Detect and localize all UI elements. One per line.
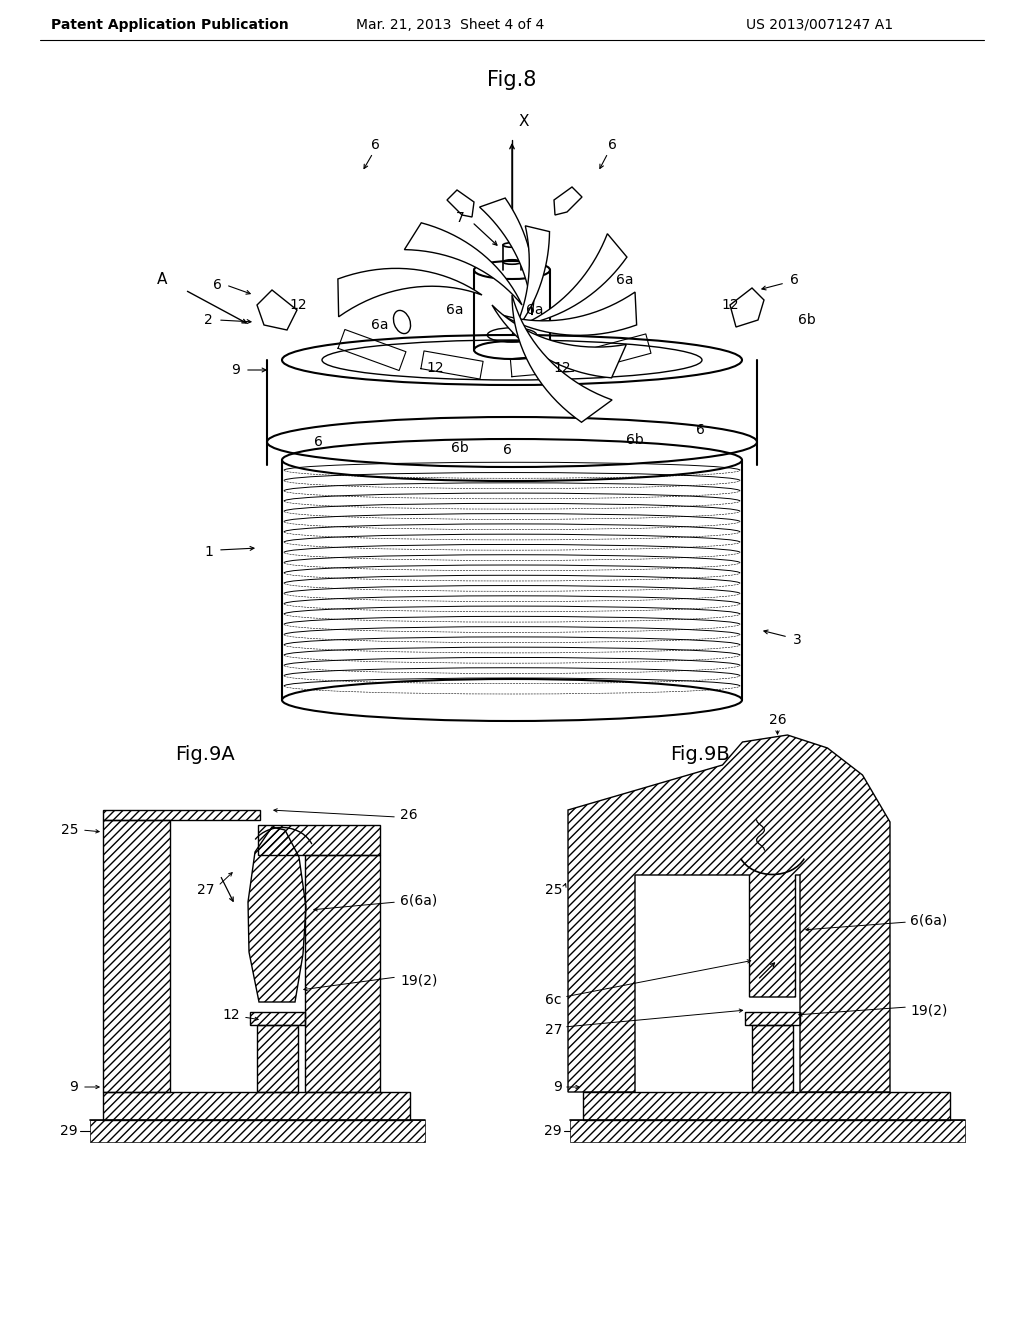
Text: Fig.9A: Fig.9A [175,746,234,764]
Text: 6: 6 [213,279,222,292]
Text: 6: 6 [790,273,799,286]
Text: A: A [157,272,167,288]
Text: 6(6a): 6(6a) [400,894,437,907]
Text: 7: 7 [456,211,464,224]
Bar [583,1092,950,1119]
Polygon shape [554,187,582,215]
Bar [103,820,170,1092]
Text: 6a: 6a [526,304,544,317]
Text: Fig.8: Fig.8 [487,70,537,90]
Bar [752,1026,793,1092]
Text: 6a: 6a [446,304,464,317]
Text: 2: 2 [204,313,213,327]
Text: 6: 6 [371,139,380,152]
Text: 1: 1 [204,545,213,558]
Bar [570,1119,965,1142]
Text: 12: 12 [721,298,738,312]
Text: 6b: 6b [626,433,644,447]
Text: 19(2): 19(2) [400,973,437,987]
Text: Mar. 21, 2013  Sheet 4 of 4: Mar. 21, 2013 Sheet 4 of 4 [356,18,544,32]
Text: 26: 26 [769,713,786,727]
Text: 29: 29 [545,1125,562,1138]
Text: 6c: 6c [546,993,562,1007]
Bar [250,1012,305,1026]
Text: 6a: 6a [372,318,389,333]
Polygon shape [730,288,764,327]
Bar [103,810,260,820]
Text: 6b: 6b [452,441,469,455]
Text: 6: 6 [607,139,616,152]
Polygon shape [447,190,474,216]
Text: 29: 29 [60,1125,78,1138]
Text: US 2013/0071247 A1: US 2013/0071247 A1 [746,18,894,32]
Text: 3: 3 [793,634,802,647]
Text: 9: 9 [70,1080,78,1094]
Text: 25: 25 [545,883,562,898]
Text: 27: 27 [198,883,215,898]
Text: 19(2): 19(2) [910,1003,947,1016]
Text: 9: 9 [553,1080,562,1094]
Text: 12: 12 [289,298,307,312]
Bar [90,1119,425,1142]
Text: 6: 6 [695,422,705,437]
Polygon shape [338,268,482,317]
Text: 12: 12 [426,360,443,375]
Text: 12: 12 [222,1008,240,1022]
Text: 6: 6 [313,436,323,449]
Text: 6a: 6a [616,273,634,286]
Polygon shape [404,223,522,305]
Text: 12: 12 [553,360,570,375]
Text: Fig.9B: Fig.9B [670,746,730,764]
Polygon shape [512,226,550,335]
Text: 25: 25 [60,822,78,837]
Polygon shape [479,198,535,315]
Text: X: X [519,115,529,129]
Polygon shape [522,234,627,325]
Text: 6b: 6b [798,313,816,327]
Text: 6(6a): 6(6a) [910,913,947,927]
Text: 6: 6 [503,444,511,457]
Text: 26: 26 [400,808,418,822]
Text: Patent Application Publication: Patent Application Publication [51,18,289,32]
Polygon shape [257,290,297,330]
Polygon shape [502,292,637,335]
Bar [103,1092,410,1119]
Text: 9: 9 [231,363,240,378]
Bar [305,855,380,1092]
Polygon shape [512,294,612,422]
Bar [257,1026,298,1092]
Polygon shape [492,305,627,378]
Bar [258,825,380,855]
Bar [745,1012,800,1026]
Text: 27: 27 [545,1023,562,1038]
